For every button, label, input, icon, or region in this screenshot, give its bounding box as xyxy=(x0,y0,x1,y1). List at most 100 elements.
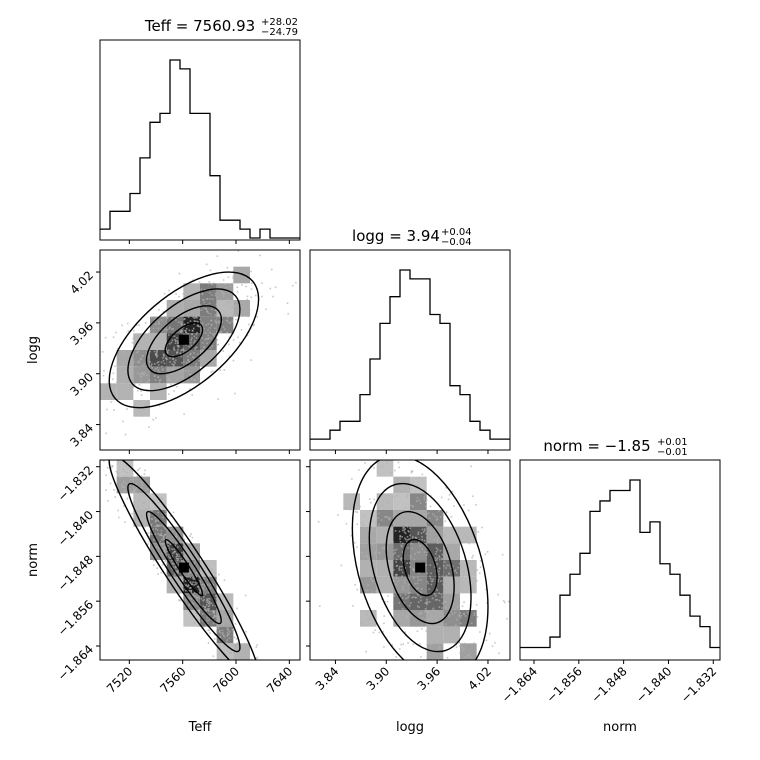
sample-point xyxy=(187,355,189,358)
sample-point xyxy=(380,584,383,586)
sample-point xyxy=(476,616,479,618)
sample-point xyxy=(105,386,108,389)
sample-point xyxy=(167,542,170,544)
sample-point xyxy=(430,572,432,575)
sample-point xyxy=(187,301,190,304)
joint-content-norm_vs_logg xyxy=(317,400,510,660)
sample-point xyxy=(187,552,190,554)
sample-point xyxy=(394,551,397,554)
sample-point xyxy=(176,351,179,354)
sample-point xyxy=(243,642,246,645)
sample-point xyxy=(123,490,126,492)
sample-point xyxy=(406,524,408,527)
sample-point xyxy=(189,301,192,303)
sample-point xyxy=(404,506,406,509)
sample-point xyxy=(144,322,147,324)
sample-point xyxy=(287,312,290,315)
sample-point xyxy=(158,546,160,549)
sample-point xyxy=(129,490,132,493)
sample-point xyxy=(143,501,145,504)
sample-point xyxy=(406,614,408,617)
sample-point xyxy=(457,553,459,555)
sample-point xyxy=(178,592,181,594)
sample-point xyxy=(366,589,369,592)
sample-point xyxy=(169,543,172,546)
sample-point xyxy=(137,469,139,471)
sample-point xyxy=(235,308,238,311)
density-cell xyxy=(460,576,477,594)
sample-point xyxy=(32,408,34,410)
sample-point xyxy=(199,608,202,611)
sample-point xyxy=(144,525,146,528)
density-cell xyxy=(376,576,394,594)
sample-point xyxy=(421,617,424,619)
sample-point xyxy=(119,476,121,479)
sample-point xyxy=(359,622,362,624)
sample-point xyxy=(405,538,407,541)
sample-point xyxy=(385,576,388,579)
sample-point xyxy=(231,644,233,646)
sample-point xyxy=(349,508,351,511)
sample-point xyxy=(250,359,253,361)
sample-point xyxy=(429,564,432,566)
sample-point xyxy=(368,456,370,458)
sample-point xyxy=(411,505,414,508)
sample-point xyxy=(193,323,195,325)
sample-point xyxy=(318,605,321,608)
sample-point xyxy=(178,599,180,601)
sample-point xyxy=(163,534,166,536)
sample-point xyxy=(443,615,445,618)
sample-point xyxy=(371,543,374,546)
sample-point xyxy=(132,337,134,340)
sample-point xyxy=(198,579,201,582)
sample-point xyxy=(436,539,439,542)
sample-point xyxy=(419,502,422,504)
density-cell xyxy=(200,610,217,627)
sample-point xyxy=(445,580,447,583)
sample-point xyxy=(274,286,277,289)
sample-point xyxy=(261,295,263,298)
sample-point xyxy=(446,656,449,659)
sample-point xyxy=(140,380,143,382)
sample-point xyxy=(140,481,143,484)
sample-point xyxy=(166,529,169,531)
sample-point xyxy=(447,498,450,501)
density-cell xyxy=(150,316,167,334)
sample-point xyxy=(96,406,98,408)
sample-point xyxy=(355,498,358,500)
sample-point xyxy=(163,549,166,552)
sample-point xyxy=(138,384,141,386)
sample-point xyxy=(209,575,212,578)
sample-point xyxy=(266,673,268,675)
sample-point xyxy=(171,317,173,320)
sample-point xyxy=(157,385,160,388)
sample-point xyxy=(202,587,205,589)
sample-point xyxy=(425,630,428,632)
sample-point xyxy=(408,530,410,533)
sample-point xyxy=(225,641,228,644)
sample-point xyxy=(437,536,440,539)
sample-point xyxy=(215,309,218,311)
sample-point xyxy=(172,588,175,590)
sample-point xyxy=(160,524,163,526)
sample-point xyxy=(418,499,421,502)
sample-point xyxy=(192,327,195,330)
sample-point xyxy=(154,317,157,319)
sample-point xyxy=(209,319,212,322)
sample-point xyxy=(428,636,431,638)
sample-point xyxy=(182,309,185,311)
sample-point xyxy=(165,375,168,378)
sample-point xyxy=(253,323,255,326)
sample-point xyxy=(237,250,240,252)
density-cell xyxy=(410,476,427,494)
sample-point xyxy=(147,400,149,403)
sample-point xyxy=(155,546,157,548)
sample-point xyxy=(381,400,383,402)
sample-point xyxy=(211,604,214,607)
sample-point xyxy=(244,673,246,675)
sample-point xyxy=(228,633,230,635)
sample-point xyxy=(407,642,409,644)
sample-point xyxy=(205,263,208,266)
density-cell xyxy=(426,626,444,644)
sample-point xyxy=(453,611,456,614)
